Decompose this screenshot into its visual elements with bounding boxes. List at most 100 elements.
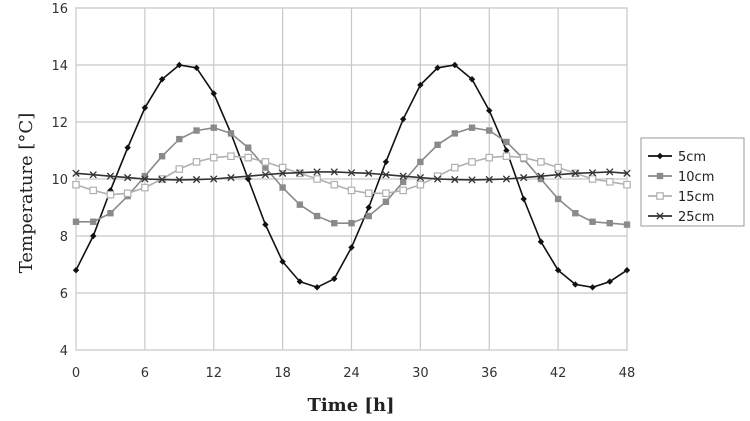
legend-label: 10cm [678, 170, 714, 185]
data-point-15cm [468, 158, 476, 166]
y-tick-label: 12 [51, 116, 68, 131]
data-point-5cm [124, 144, 131, 151]
data-point-5cm [262, 221, 269, 228]
data-point-5cm [279, 258, 286, 265]
data-point-15cm [364, 189, 373, 198]
data-point-10cm [158, 153, 166, 160]
data-point-10cm [451, 130, 459, 137]
data-point-15cm [537, 158, 545, 166]
series-layer [72, 61, 631, 291]
data-point-25cm [433, 175, 442, 183]
legend-marker [656, 192, 664, 200]
data-point-25cm [296, 169, 304, 177]
data-point-25cm [571, 169, 580, 177]
legend-item-15cm: 15cm [648, 190, 714, 205]
data-point-15cm [313, 175, 321, 183]
y-tick-label: 6 [60, 287, 68, 302]
data-point-15cm [106, 190, 115, 199]
data-point-15cm [416, 180, 425, 189]
y-tick-label: 4 [60, 344, 68, 359]
data-point-10cm [537, 175, 545, 183]
data-point-10cm [244, 144, 252, 151]
data-point-25cm [227, 173, 235, 182]
legend-label: 5cm [678, 150, 706, 165]
data-point-15cm [192, 158, 201, 166]
x-tick-label: 12 [205, 366, 222, 381]
legend-box [640, 137, 745, 227]
data-point-25cm [175, 176, 183, 184]
data-point-5cm [451, 61, 459, 69]
x-tick-label: 24 [343, 366, 360, 381]
data-point-5cm [537, 238, 545, 245]
data-point-10cm [227, 130, 235, 137]
data-point-10cm [417, 158, 424, 166]
data-point-15cm [399, 186, 407, 195]
data-point-10cm [589, 218, 596, 225]
x-axis-label: Time [h] [307, 395, 394, 416]
data-point-15cm [451, 163, 459, 172]
data-point-10cm [72, 218, 80, 225]
data-point-5cm [382, 158, 390, 166]
legend-marker [656, 172, 664, 180]
data-point-25cm [606, 168, 614, 176]
data-point-15cm [244, 153, 252, 162]
data-point-25cm [451, 175, 459, 184]
legend-label: 25cm [678, 210, 714, 225]
data-point-25cm [89, 171, 97, 179]
x-tick-label: 0 [72, 366, 80, 381]
legend-marker [656, 152, 664, 160]
data-point-15cm [588, 175, 597, 183]
data-point-15cm [554, 163, 562, 172]
data-point-10cm [331, 219, 338, 227]
data-point-5cm [176, 61, 183, 69]
y-tick-label: 16 [51, 2, 68, 17]
data-point-10cm [623, 221, 631, 228]
data-point-15cm [330, 180, 339, 189]
data-point-5cm [141, 104, 149, 111]
data-point-10cm [468, 124, 476, 131]
data-point-5cm [365, 204, 372, 211]
data-point-15cm [72, 180, 80, 189]
data-point-10cm [313, 212, 321, 220]
data-point-5cm [193, 64, 200, 72]
data-point-5cm [623, 267, 631, 274]
data-point-10cm [296, 201, 304, 208]
data-point-10cm [107, 210, 114, 217]
data-point-25cm [468, 176, 476, 184]
data-point-5cm [331, 275, 338, 282]
data-point-25cm [416, 173, 425, 182]
data-point-5cm [554, 267, 562, 274]
data-point-15cm [227, 152, 235, 161]
data-point-5cm [399, 115, 407, 123]
data-point-10cm [176, 135, 183, 143]
x-tick-label: 48 [619, 366, 636, 381]
x-tick-labels: 0 6 12 18 24 30 36 42 48 [72, 366, 635, 381]
series-25cm [72, 168, 631, 184]
x-tick-label: 36 [481, 366, 498, 381]
data-point-25cm [347, 169, 356, 177]
data-point-10cm [382, 198, 390, 205]
data-point-15cm [175, 165, 184, 173]
data-point-25cm [554, 171, 562, 179]
data-point-5cm [90, 232, 97, 240]
data-point-10cm [348, 219, 355, 227]
x-tick-label: 30 [412, 366, 429, 381]
data-point-25cm [278, 169, 287, 177]
data-point-25cm [588, 169, 597, 177]
y-tick-label: 10 [51, 173, 68, 188]
data-point-25cm [365, 169, 373, 177]
data-point-15cm [485, 153, 494, 162]
legend-item-25cm: 25cm [648, 210, 714, 225]
data-point-5cm [589, 284, 596, 291]
data-point-15cm [209, 153, 218, 162]
data-point-15cm [261, 158, 270, 166]
data-point-25cm [261, 171, 270, 179]
data-point-25cm [106, 172, 115, 180]
data-point-15cm [519, 153, 528, 162]
data-point-25cm [485, 175, 493, 184]
data-point-15cm [502, 152, 511, 161]
data-point-5cm [434, 64, 441, 72]
data-point-5cm [606, 278, 613, 285]
data-point-10cm [279, 184, 286, 191]
